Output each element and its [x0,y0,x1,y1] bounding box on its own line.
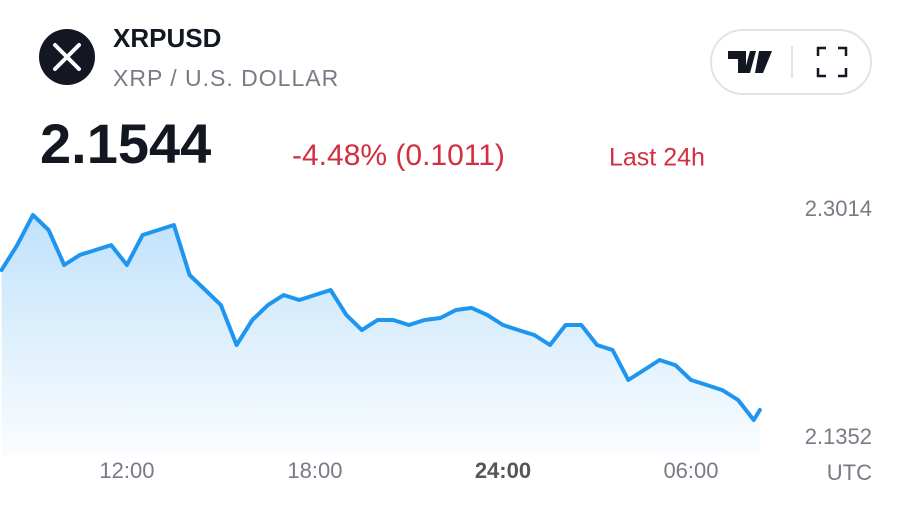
period: Last 24h [609,144,705,172]
symbol: XRPUSD [113,23,221,53]
toolbar [710,29,872,95]
area-fill [1,215,760,455]
price-line [0,213,762,422]
y-tick-label: 2.1352 [805,424,872,449]
symbol-name: XRP / U.S. DOLLAR [113,65,339,91]
y-tick-label: 2.3014 [805,196,872,221]
x-tick-label: 24:00 [475,458,531,483]
price-change: -4.48% (0.1011) [292,139,505,172]
plot: 2.1352 2.3014 12:00 18:00 24:00 06:00 UTC [0,196,872,485]
logo [39,29,95,85]
x-tick-label: 12:00 [99,458,154,483]
price: 2.1544 [40,112,211,175]
fullscreen-button[interactable] [816,46,848,78]
x-tick-label: 06:00 [663,458,718,483]
x-axis-label: UTC [827,460,872,485]
tradingview-button[interactable] [728,51,772,73]
x-tick-label: 18:00 [287,458,342,483]
